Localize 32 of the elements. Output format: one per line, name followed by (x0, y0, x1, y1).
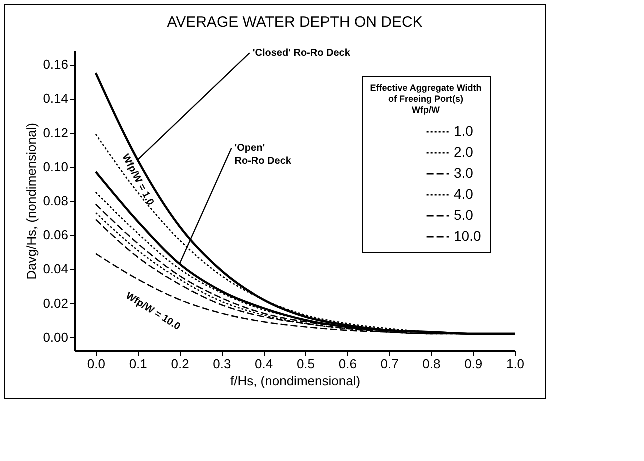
legend-label: 3.0 (454, 165, 474, 181)
x-tick-label: 0.0 (87, 356, 106, 372)
y-tick-label: 0.14 (43, 91, 68, 106)
legend-label: 4.0 (454, 186, 474, 202)
y-axis-title: Davg/Hs, (nondimensional) (24, 123, 40, 280)
text: 'Open' Ro-Ro Deck (234, 143, 292, 168)
x-tick-label: 0.6 (338, 356, 357, 372)
y-tick-label: 0.04 (43, 262, 68, 277)
y-tick-label: 0.10 (43, 159, 68, 174)
legend-label: 1.0 (454, 123, 474, 139)
legend-label: 2.0 (454, 144, 474, 160)
y-tick-label: 0.16 (43, 57, 68, 72)
y-tick-label: 0.12 (43, 125, 68, 140)
text: 'Closed' Ro-Ro Deck (252, 48, 351, 60)
x-tick-label: 0.2 (171, 356, 190, 372)
x-tick-label: 0.7 (380, 356, 399, 372)
y-tick-label: 0.02 (43, 296, 68, 311)
x-axis-title: f/Hs, (nondimensional) (230, 374, 361, 388)
legend-label: 5.0 (454, 207, 474, 223)
legend-label: 10.0 (454, 228, 482, 244)
y-tick-label: 0.00 (43, 330, 68, 345)
x-tick-label: 0.4 (255, 356, 274, 372)
legend-title: Effective Aggregate Width of Freeing Port(s) Wfp/W (370, 83, 482, 115)
x-tick-label: 0.5 (296, 356, 316, 372)
x-tick-label: 0.3 (213, 356, 232, 372)
x-tick-label: 0.9 (464, 356, 483, 372)
chart-title: AVERAGE WATER DEPTH ON DECK (167, 14, 423, 32)
y-tick-label: 0.08 (43, 194, 68, 208)
y-tick-label: 0.06 (43, 228, 68, 243)
x-tick-label: 1.0 (506, 356, 525, 372)
x-tick-label: 0.8 (422, 356, 441, 372)
x-tick-label: 0.1 (129, 356, 148, 372)
